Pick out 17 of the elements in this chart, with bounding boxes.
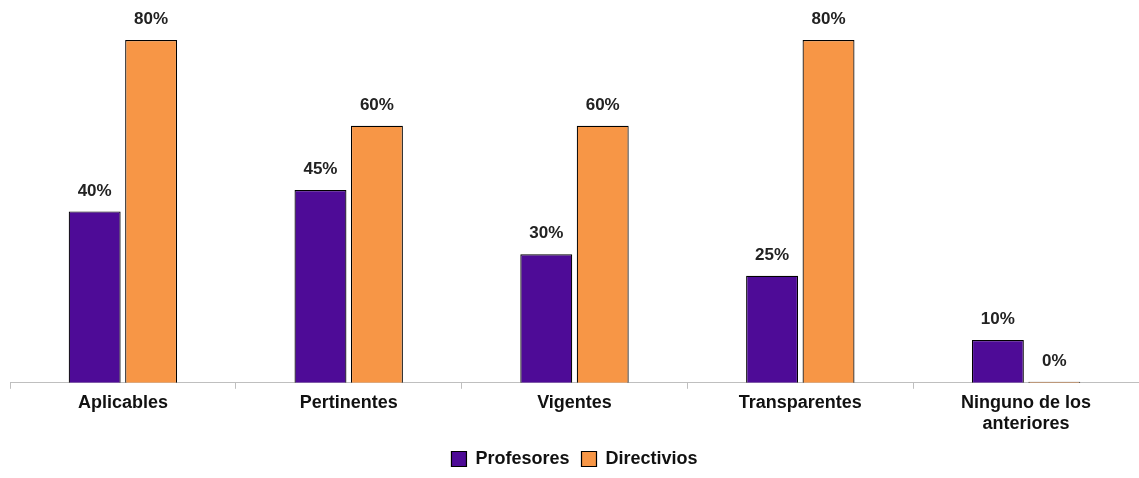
x-tick-label: Transparentes [738,391,862,412]
data-label: 60% [359,94,394,114]
data-label: 60% [585,94,620,114]
data-label: 80% [811,9,846,29]
legend-label: Directivios [605,447,698,468]
data-label: 45% [303,159,338,179]
data-label: 30% [529,223,564,243]
x-tick-label: Aplicables [77,391,168,412]
x-tick-label: Ninguno de los anteriores [961,391,1092,434]
x-tick-label: Vigentes [537,391,612,412]
data-label: 80% [134,9,169,29]
data-label: 0% [1042,350,1067,370]
legend-label: Profesores [475,447,570,468]
data-label: 10% [980,309,1015,329]
x-tick-label: Pertinentes [299,391,398,412]
data-label: 25% [755,244,790,264]
data-label: 40% [77,180,112,200]
